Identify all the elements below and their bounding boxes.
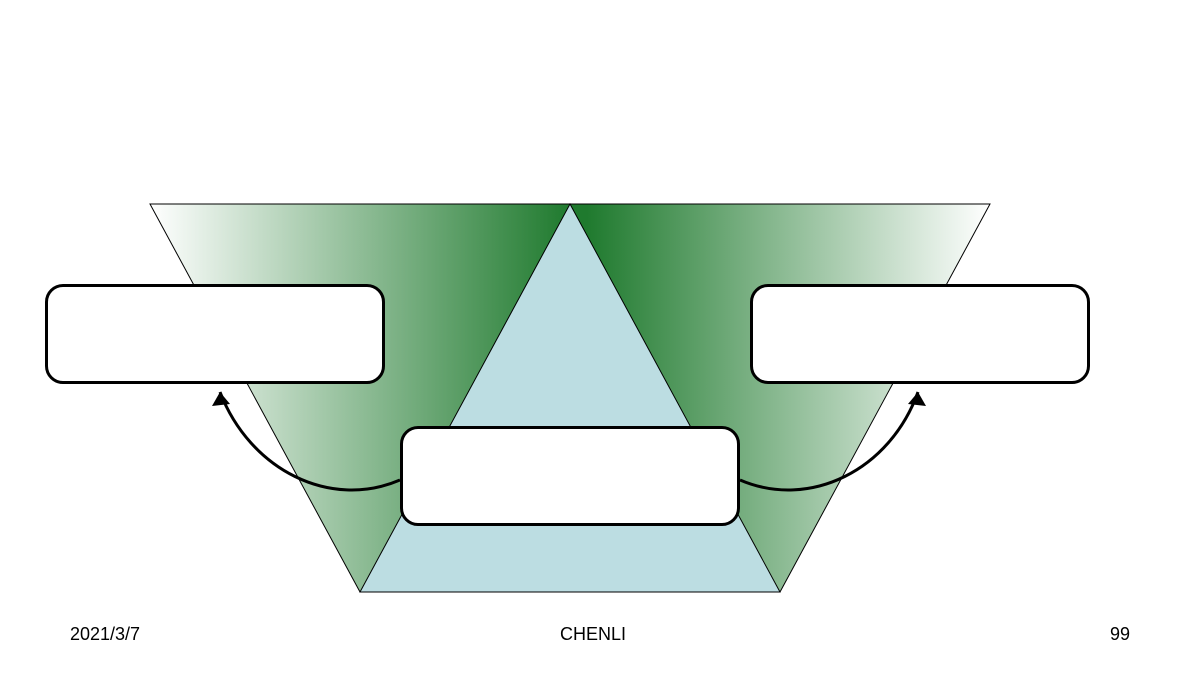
footer-date: 2021/3/7	[70, 624, 140, 645]
arrow-right-head	[908, 392, 926, 406]
arrow-left-head	[212, 392, 230, 406]
box-left	[45, 284, 385, 384]
footer-center: CHENLI	[560, 624, 626, 645]
slide-canvas: 2021/3/7 CHENLI 99	[0, 0, 1200, 680]
box-bottom	[400, 426, 740, 526]
box-right	[750, 284, 1090, 384]
footer-page: 99	[1110, 624, 1130, 645]
